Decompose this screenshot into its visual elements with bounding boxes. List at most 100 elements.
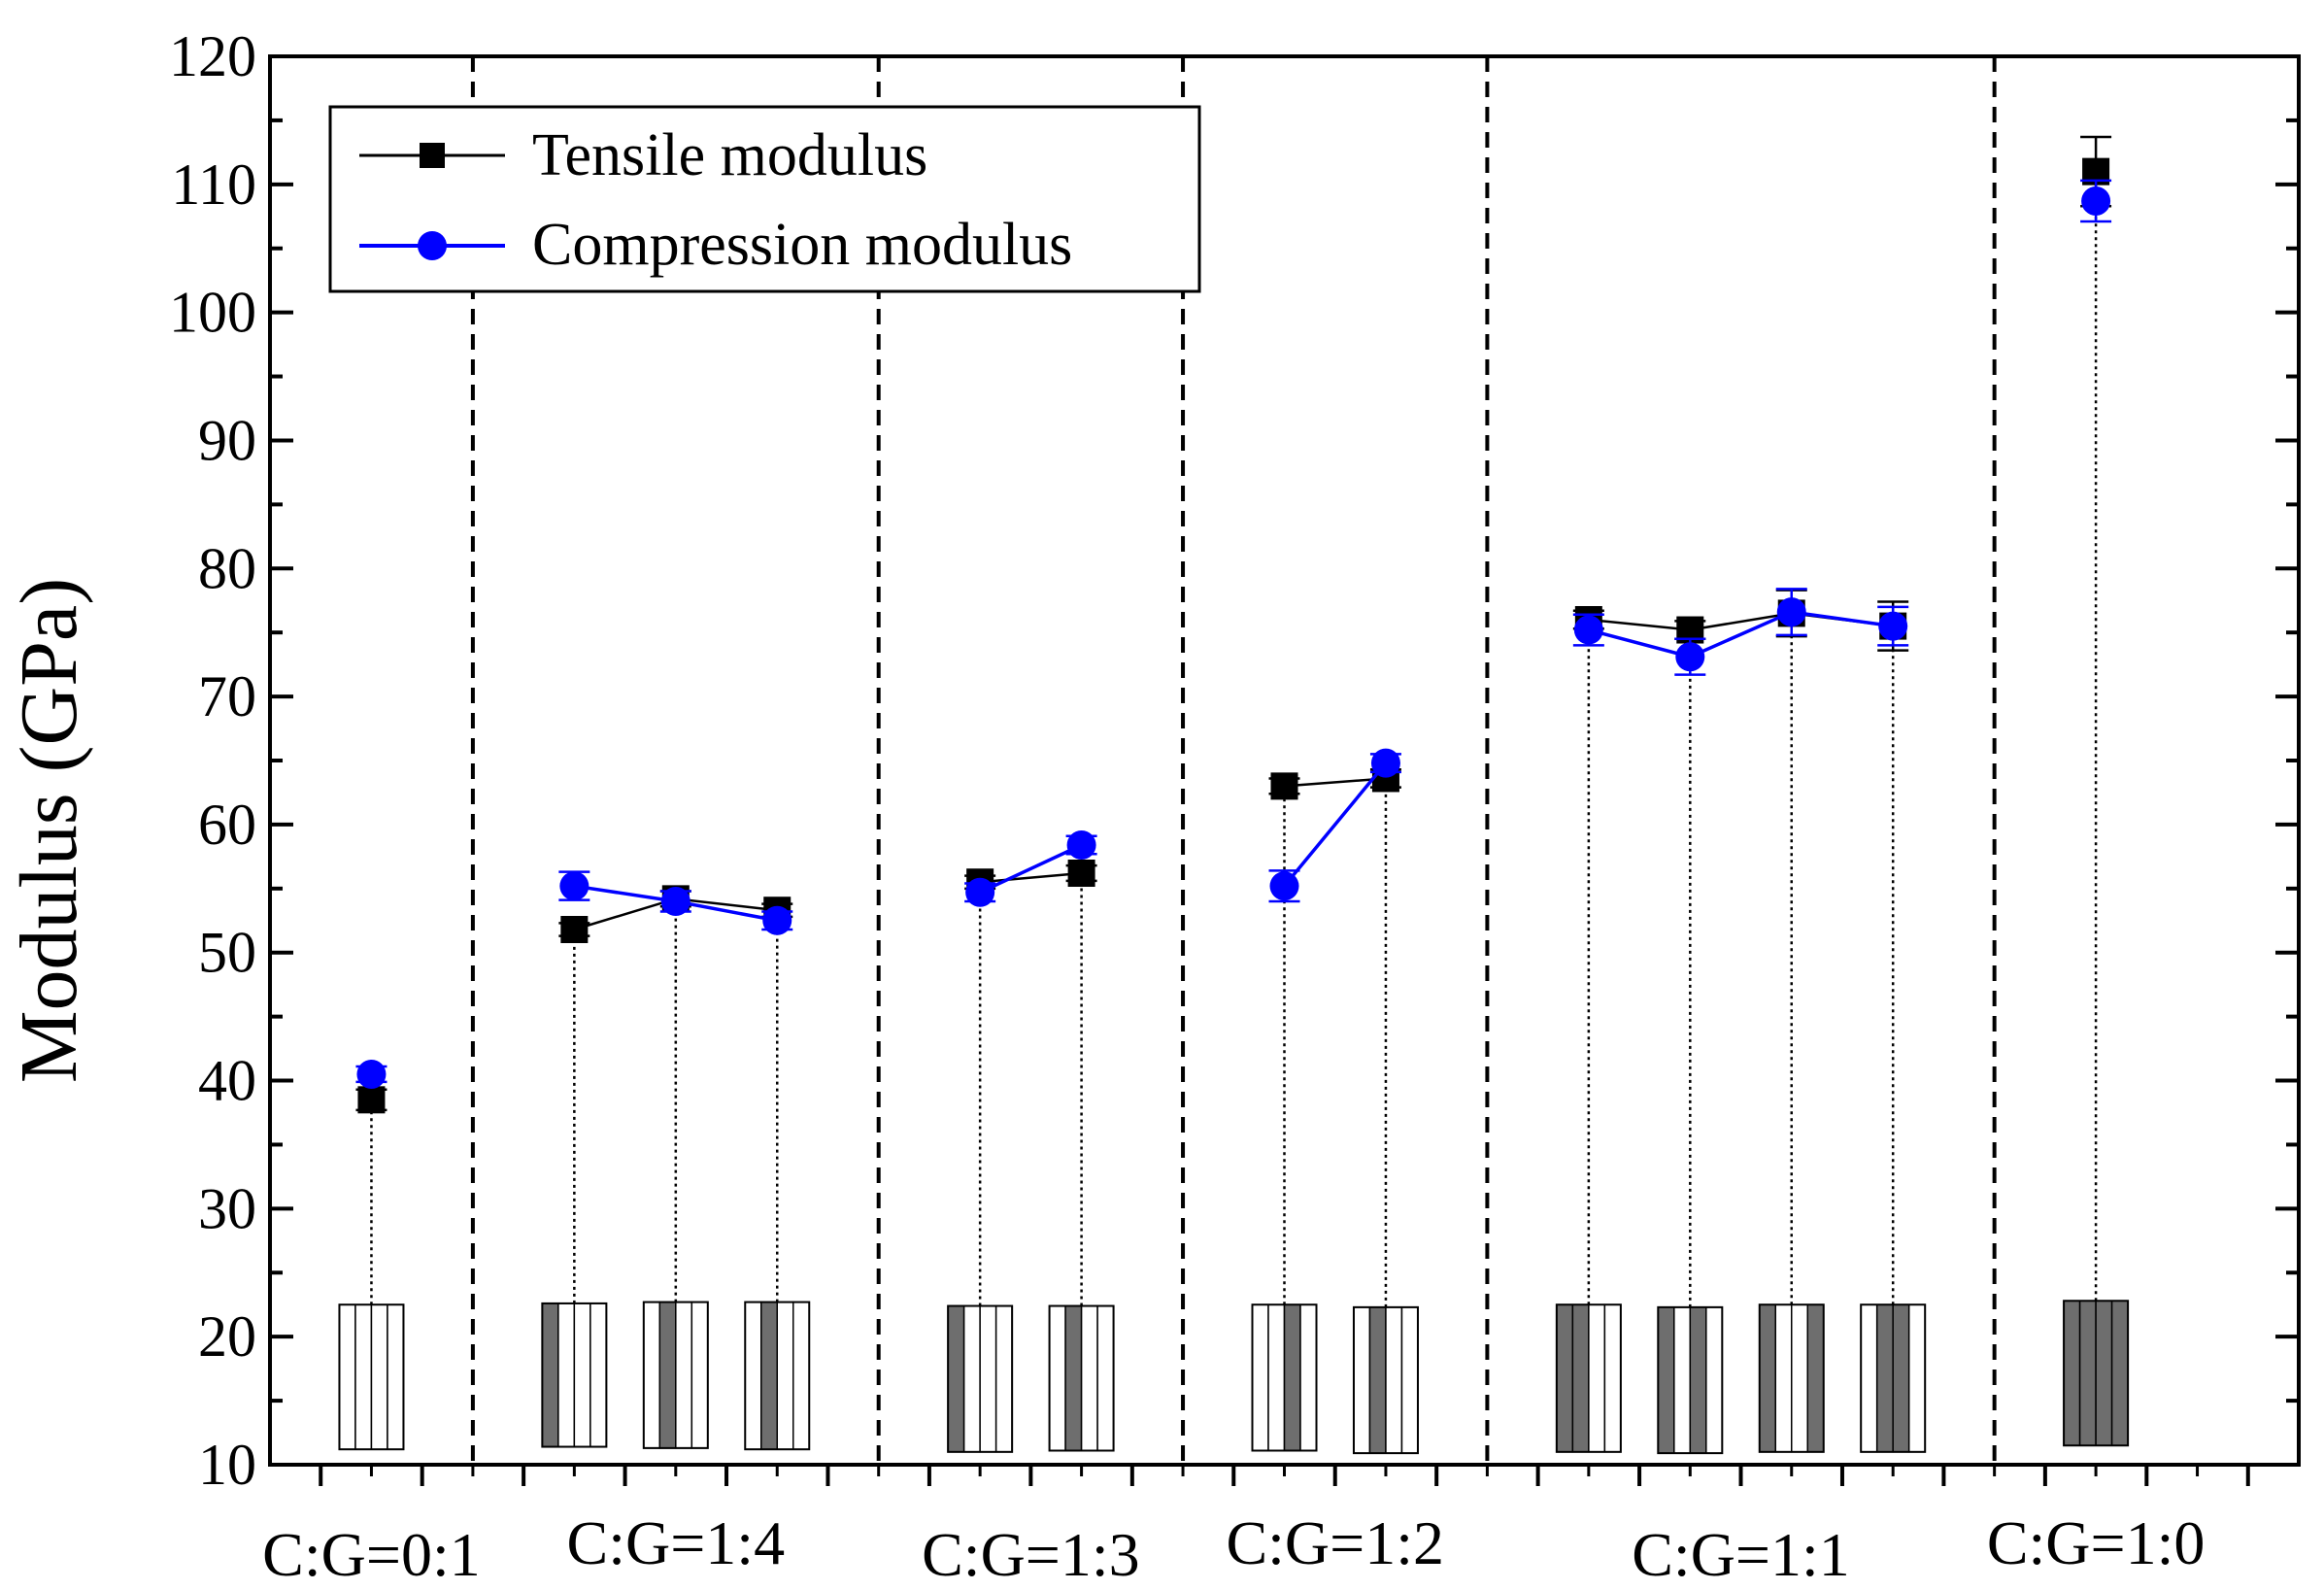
layup-icon [642, 1301, 709, 1449]
series-line [980, 871, 1082, 884]
group-label: C:G=0:1 [262, 1520, 481, 1589]
legend-label-tensile: Tensile modulus [532, 122, 927, 188]
legend-marker-compression [418, 231, 447, 260]
series-line [1588, 612, 1894, 631]
glass-ply [573, 1302, 591, 1448]
group-label: C:G=1:3 [922, 1520, 1140, 1589]
carbon-ply [2095, 1300, 2113, 1446]
glass-ply [792, 1301, 810, 1450]
carbon-ply [541, 1302, 559, 1448]
y-tick-label: 50 [198, 921, 256, 985]
glass-ply [675, 1301, 693, 1449]
y-tick-label: 60 [198, 793, 256, 857]
layup-icon [1758, 1303, 1825, 1453]
y-tick-label: 30 [198, 1176, 256, 1240]
compression-point [1269, 871, 1299, 901]
carbon-ply [1368, 1306, 1387, 1454]
glass-ply [1080, 1304, 1098, 1452]
carbon-ply [658, 1301, 677, 1449]
glass-ply [1048, 1304, 1066, 1452]
series-line [1283, 761, 1388, 888]
layup-icon [1251, 1303, 1318, 1452]
y-tick-label: 100 [169, 281, 256, 345]
glass-ply [690, 1301, 709, 1449]
compression-point [762, 905, 792, 935]
layup-icon [1555, 1303, 1622, 1453]
dotted-stems-layer [370, 171, 2098, 1307]
carbon-ply [947, 1304, 965, 1453]
glass-ply [387, 1303, 405, 1450]
layup-icon [338, 1303, 405, 1451]
glass-ply [1096, 1304, 1115, 1452]
glass-ply [1774, 1303, 1793, 1453]
layup-icon [1657, 1305, 1724, 1455]
glass-ply [1705, 1306, 1724, 1454]
group-label: C:G=1:1 [1632, 1520, 1850, 1589]
carbon-ply [1759, 1303, 1776, 1453]
layup-icon [1048, 1304, 1115, 1452]
y-tick-label: 90 [198, 408, 256, 472]
glass-ply [1400, 1306, 1419, 1454]
glass-ply [744, 1301, 762, 1450]
tensile-point [1270, 772, 1298, 800]
group-label: C:G=1:4 [567, 1508, 786, 1577]
compression-point [559, 871, 589, 901]
carbon-ply [2063, 1300, 2081, 1446]
compression-point [1573, 615, 1603, 645]
tensile-point [1067, 860, 1095, 887]
glass-ply [643, 1301, 661, 1449]
series-line [979, 843, 1083, 895]
compression-point [1066, 830, 1096, 860]
glass-ply [589, 1302, 608, 1448]
glass-ply [1860, 1303, 1878, 1453]
carbon-ply [1806, 1303, 1825, 1453]
glass-ply [557, 1302, 576, 1448]
glass-ply [1251, 1303, 1269, 1452]
legend-label-compression: Compression modulus [532, 212, 1072, 278]
carbon-ply [1689, 1306, 1707, 1454]
series-layer [355, 135, 2112, 1114]
glass-ply [354, 1303, 373, 1450]
carbon-ply [1571, 1303, 1590, 1453]
y-tick-label: 10 [198, 1433, 256, 1497]
series-line [1588, 610, 1894, 660]
carbon-ply [760, 1301, 778, 1450]
glass-ply [979, 1304, 997, 1453]
compression-point [1776, 597, 1806, 627]
legend: Tensile modulus Compression modulus [328, 105, 1201, 293]
glass-ply [370, 1303, 388, 1450]
tensile-point [560, 916, 589, 943]
carbon-ply [1892, 1303, 1910, 1453]
layup-icon [541, 1302, 608, 1448]
y-axis-label: Modulus (GPa) [4, 578, 94, 1083]
y-tick-label: 70 [198, 664, 256, 728]
layup-icon [1860, 1303, 1927, 1453]
compression-point [356, 1059, 387, 1089]
glass-ply [1299, 1303, 1318, 1452]
carbon-ply [2078, 1300, 2097, 1446]
y-tick-label: 40 [198, 1049, 256, 1113]
layup-icons-layer [338, 1300, 2130, 1455]
y-tick-label: 120 [169, 24, 256, 88]
tensile-point [357, 1086, 386, 1114]
glass-ply [1791, 1303, 1808, 1453]
axes-layer [268, 54, 2301, 1486]
glass-ply [776, 1301, 794, 1450]
carbon-ply [1283, 1303, 1301, 1452]
group-label: C:G=1:0 [1987, 1508, 2206, 1577]
series-line [1284, 777, 1387, 788]
carbon-ply [1556, 1303, 1574, 1453]
compression-point [660, 887, 690, 916]
y-tick-label: 80 [198, 536, 256, 600]
carbon-ply [2110, 1300, 2129, 1446]
glass-ply [994, 1304, 1013, 1453]
series-compression [355, 179, 2112, 1089]
glass-ply [1267, 1303, 1286, 1452]
layup-icon [2063, 1300, 2130, 1447]
glass-ply [1603, 1303, 1622, 1453]
glass-ply [1385, 1306, 1403, 1454]
legend-marker-tensile [420, 143, 445, 168]
tick-labels-layer: 10 20 30 40 50 60 70 80 90 100 110 120 C:G=0:1 C:G=1:… [169, 24, 2205, 1589]
compression-point [1370, 748, 1400, 778]
